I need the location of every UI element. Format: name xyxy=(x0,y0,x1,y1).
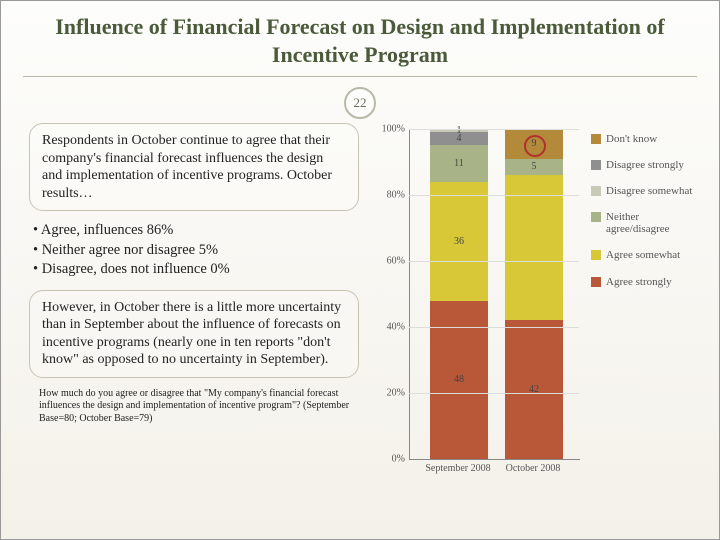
bar-segment: 36 xyxy=(430,182,488,301)
legend-swatch xyxy=(591,212,601,222)
y-tick-label: 100% xyxy=(382,124,405,135)
legend-item: Agree strongly xyxy=(591,276,703,288)
bar-oct: 95 42 xyxy=(505,129,563,459)
slide-title: Influence of Financial Forecast on Desig… xyxy=(1,1,719,72)
slide: Influence of Financial Forecast on Desig… xyxy=(0,0,720,540)
legend-item: Disagree strongly xyxy=(591,159,703,171)
bullet-disagree: • Disagree, does not influence 0% xyxy=(33,260,359,280)
legend-label: Don't know xyxy=(606,133,657,145)
y-tick-label: 60% xyxy=(387,256,405,267)
legend-swatch xyxy=(591,186,601,196)
x-tick-label: September 2008 xyxy=(418,463,498,474)
legend-item: Don't know xyxy=(591,133,703,145)
y-tick-label: 40% xyxy=(387,322,405,333)
legend-item: Disagree somewhat xyxy=(591,185,703,197)
legend-label: Neither agree/disagree xyxy=(606,211,703,235)
legend-swatch xyxy=(591,160,601,170)
gridline xyxy=(409,327,579,328)
legend-label: Agree strongly xyxy=(606,276,672,288)
plot-area: 141136489542 xyxy=(409,129,580,460)
gridline xyxy=(409,261,579,262)
bar-sept: 14113648 xyxy=(430,129,488,459)
legend-item: Neither agree/disagree xyxy=(591,211,703,235)
gridline xyxy=(409,195,579,196)
bar-segment: 9 xyxy=(505,129,563,159)
footnote-text: How much do you agree or disagree that "… xyxy=(39,388,353,426)
title-rule xyxy=(23,76,697,77)
bar-segment: 42 xyxy=(505,320,563,459)
chart-legend: Don't know Disagree strongly Disagree some… xyxy=(591,133,703,302)
summary-box-2: However, in October there is a little mo… xyxy=(29,290,359,378)
gridline xyxy=(409,393,579,394)
y-tick-label: 0% xyxy=(392,454,405,465)
summary-box-1: Respondents in October continue to agree… xyxy=(29,123,359,211)
bar-segment: 48 xyxy=(430,301,488,459)
legend-label: Disagree somewhat xyxy=(606,185,692,197)
legend-label: Agree somewhat xyxy=(606,249,680,261)
legend-swatch xyxy=(591,277,601,287)
left-column: Respondents in October continue to agree… xyxy=(29,123,359,425)
bar-segment: 5 xyxy=(505,159,563,176)
bullet-neither: • Neither agree nor disagree 5% xyxy=(33,241,359,261)
legend-label: Disagree strongly xyxy=(606,159,684,171)
legend-swatch xyxy=(591,134,601,144)
y-tick-label: 20% xyxy=(387,388,405,399)
bar-segment: 11 xyxy=(430,145,488,181)
bullet-agree: • Agree, influences 86% xyxy=(33,221,359,241)
y-tick-label: 80% xyxy=(387,190,405,201)
bar-segment xyxy=(505,175,563,320)
x-tick-label: October 2008 xyxy=(493,463,573,474)
legend-swatch xyxy=(591,250,601,260)
gridline xyxy=(409,129,579,130)
page-number-badge: 22 xyxy=(344,87,376,119)
legend-item: Agree somewhat xyxy=(591,249,703,261)
content-area: Respondents in October continue to agree… xyxy=(1,123,719,539)
bar-segment: 4 xyxy=(430,132,488,145)
stacked-bar-chart: 141136489542 Don't knowDisagree strongly… xyxy=(379,123,709,503)
bullet-list: • Agree, influences 86% • Neither agree … xyxy=(33,221,359,280)
